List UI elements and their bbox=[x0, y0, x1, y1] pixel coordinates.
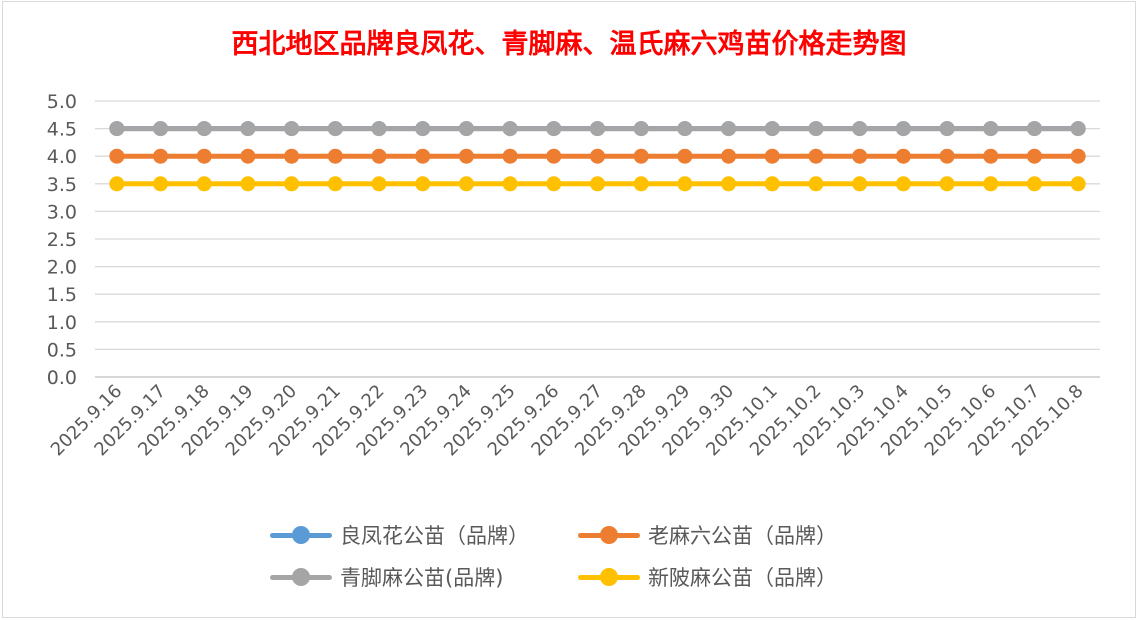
data-point bbox=[677, 148, 693, 164]
data-point bbox=[852, 176, 868, 192]
y-tick-label: 4.0 bbox=[47, 146, 77, 168]
data-point bbox=[808, 121, 824, 137]
data-point bbox=[415, 148, 431, 164]
data-point bbox=[371, 148, 387, 164]
data-point bbox=[983, 176, 999, 192]
y-tick-label: 5.0 bbox=[47, 91, 77, 113]
data-point bbox=[1070, 121, 1086, 137]
legend-label: 青脚麻公苗(品牌) bbox=[340, 566, 504, 590]
data-point bbox=[895, 148, 911, 164]
data-point bbox=[983, 148, 999, 164]
y-tick-label: 1.0 bbox=[47, 312, 77, 334]
data-point bbox=[502, 176, 518, 192]
y-tick-label: 3.0 bbox=[47, 201, 77, 223]
data-point bbox=[240, 148, 256, 164]
data-point bbox=[240, 121, 256, 137]
data-point bbox=[371, 176, 387, 192]
data-point bbox=[590, 176, 605, 192]
data-point bbox=[502, 121, 518, 137]
data-point bbox=[284, 176, 300, 192]
data-point bbox=[1070, 148, 1086, 164]
y-tick-label: 0.5 bbox=[47, 339, 77, 361]
data-point bbox=[721, 121, 737, 137]
data-point bbox=[677, 121, 693, 137]
data-point bbox=[721, 176, 737, 192]
data-point bbox=[327, 121, 343, 137]
data-point bbox=[1026, 176, 1042, 192]
data-point bbox=[327, 176, 343, 192]
data-point bbox=[153, 176, 169, 192]
data-point bbox=[502, 148, 518, 164]
chart-title: 西北地区品牌良凤花、青脚麻、温氏麻六鸡苗价格走势图 bbox=[231, 29, 907, 60]
legend-label: 老麻六公苗（品牌） bbox=[648, 524, 837, 548]
legend-label: 新陂麻公苗（品牌） bbox=[648, 566, 837, 590]
data-point bbox=[153, 148, 169, 164]
data-point bbox=[415, 121, 431, 137]
y-tick-label: 4.5 bbox=[47, 119, 77, 141]
data-point bbox=[590, 121, 605, 137]
data-point bbox=[633, 148, 649, 164]
data-point bbox=[939, 148, 955, 164]
data-point bbox=[764, 176, 780, 192]
data-point bbox=[196, 121, 212, 137]
data-point bbox=[677, 176, 693, 192]
data-point bbox=[458, 148, 474, 164]
data-point bbox=[590, 148, 605, 164]
y-tick-label: 0.0 bbox=[47, 367, 77, 389]
data-point bbox=[808, 148, 824, 164]
legend-item: 青脚麻公苗(品牌) bbox=[270, 562, 503, 592]
data-point bbox=[371, 121, 387, 137]
data-point bbox=[983, 121, 999, 137]
legend-item: 新陂麻公苗（品牌） bbox=[578, 562, 837, 592]
data-point bbox=[153, 121, 169, 137]
data-point bbox=[196, 176, 212, 192]
y-tick-label: 2.0 bbox=[47, 257, 77, 279]
data-point bbox=[415, 176, 431, 192]
data-point bbox=[109, 176, 125, 192]
data-point bbox=[764, 148, 780, 164]
data-point bbox=[109, 121, 125, 137]
data-point bbox=[546, 148, 562, 164]
legend-item: 老麻六公苗（品牌） bbox=[578, 520, 837, 550]
legend-item: 良凤花公苗（品牌） bbox=[270, 520, 529, 550]
data-point bbox=[109, 148, 125, 164]
y-tick-label: 2.5 bbox=[47, 229, 77, 251]
data-point bbox=[852, 148, 868, 164]
y-tick-label: 3.5 bbox=[47, 174, 77, 196]
data-point bbox=[1026, 148, 1042, 164]
data-point bbox=[939, 176, 955, 192]
data-point bbox=[895, 176, 911, 192]
data-point bbox=[284, 121, 300, 137]
data-point bbox=[284, 148, 300, 164]
data-point bbox=[939, 121, 955, 137]
data-point bbox=[327, 148, 343, 164]
data-point bbox=[633, 121, 649, 137]
legend-label: 良凤花公苗（品牌） bbox=[340, 524, 529, 548]
data-point bbox=[1070, 176, 1086, 192]
data-point bbox=[458, 121, 474, 137]
data-point bbox=[895, 121, 911, 137]
data-point bbox=[633, 176, 649, 192]
data-point bbox=[808, 176, 824, 192]
y-tick-label: 1.5 bbox=[47, 284, 77, 306]
data-point bbox=[1026, 121, 1042, 137]
data-point bbox=[458, 176, 474, 192]
data-point bbox=[721, 148, 737, 164]
data-point bbox=[196, 148, 212, 164]
data-point bbox=[546, 121, 562, 137]
data-point bbox=[546, 176, 562, 192]
data-point bbox=[764, 121, 780, 137]
data-point bbox=[240, 176, 256, 192]
data-point bbox=[852, 121, 868, 137]
